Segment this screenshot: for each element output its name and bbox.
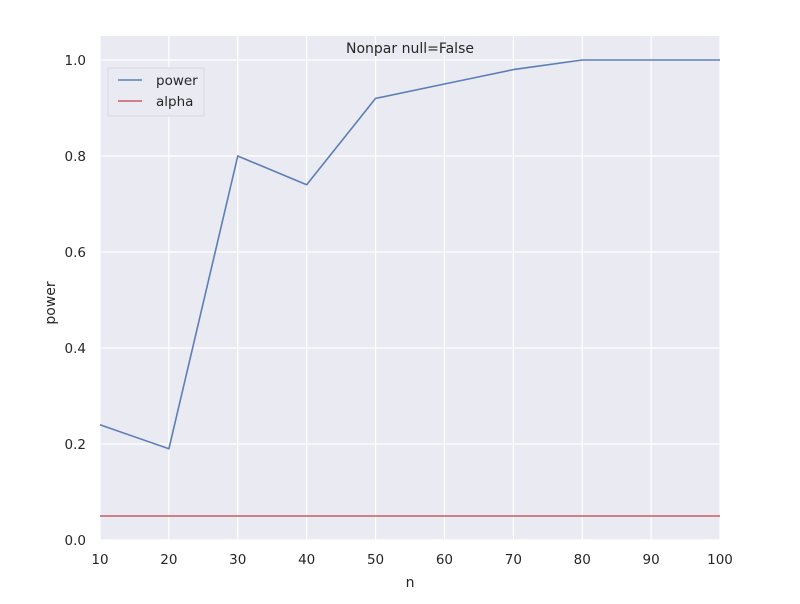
chart-title: Nonpar null=False — [346, 41, 474, 57]
y-tick-label: 0.0 — [65, 533, 86, 549]
grid-lines — [99, 36, 721, 541]
x-tick-label: 50 — [367, 552, 384, 568]
series-lines — [99, 59, 720, 517]
x-tick-label: 20 — [160, 552, 177, 568]
x-tick-label: 10 — [91, 552, 108, 568]
series-line-power — [99, 59, 720, 450]
y-tick-label: 0.4 — [65, 341, 86, 357]
legend-box — [107, 67, 205, 117]
x-tick-label: 40 — [298, 552, 315, 568]
legend: power alpha — [107, 67, 205, 117]
y-tick-label: 0.8 — [65, 149, 86, 165]
plot-background — [100, 36, 720, 540]
x-tick-label: 100 — [707, 552, 733, 568]
x-tick-label: 80 — [574, 552, 591, 568]
y-axis-label: power — [43, 281, 59, 325]
x-tick-label: 60 — [436, 552, 453, 568]
x-axis-label: n — [406, 575, 415, 591]
legend-label-alpha: alpha — [156, 94, 193, 110]
legend-label-power: power — [156, 73, 198, 89]
y-tick-label: 0.2 — [65, 437, 86, 453]
x-tick-label: 30 — [229, 552, 246, 568]
x-tick-labels: 10 20 30 40 50 60 70 80 90 100 — [91, 552, 732, 568]
x-tick-label: 90 — [643, 552, 660, 568]
x-tick-label: 70 — [505, 552, 522, 568]
y-tick-label: 1.0 — [65, 53, 86, 69]
y-tick-label: 0.6 — [65, 245, 86, 261]
y-tick-labels: 0.0 0.2 0.4 0.6 0.8 1.0 — [65, 53, 86, 549]
